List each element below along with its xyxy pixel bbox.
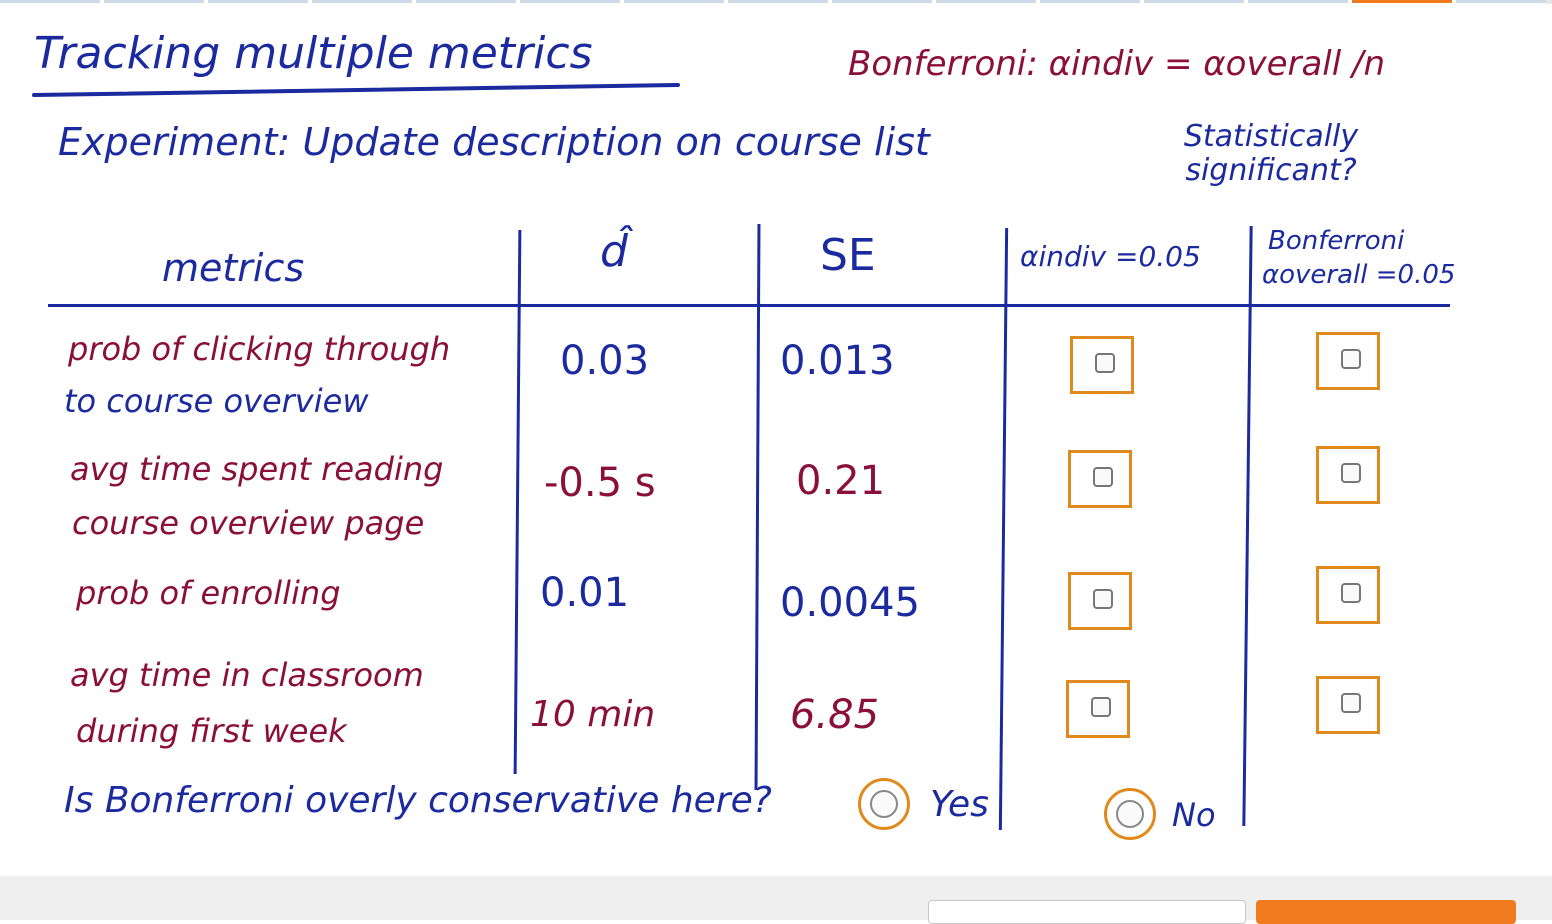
bonferroni-formula: Bonferroni: αindiv = αoverall /n bbox=[848, 44, 1386, 84]
column-divider bbox=[998, 228, 1009, 830]
radio-yes-input[interactable] bbox=[870, 790, 898, 818]
header-metrics: metrics bbox=[162, 246, 305, 290]
d-hat-row-4: 10 min bbox=[530, 694, 656, 735]
header-se: SE bbox=[820, 230, 876, 281]
progress-segment[interactable] bbox=[0, 0, 100, 3]
progress-segment[interactable] bbox=[104, 0, 204, 3]
checkbox-bonferroni-row-4[interactable] bbox=[1316, 676, 1380, 734]
progress-segment[interactable] bbox=[1144, 0, 1244, 3]
progress-segment[interactable] bbox=[936, 0, 1036, 3]
quiz-whiteboard: Tracking multiple metrics Bonferroni: αi… bbox=[0, 4, 1552, 876]
metric-row-3-line1: prob of enrolling bbox=[76, 574, 341, 612]
radio-no[interactable] bbox=[1104, 788, 1156, 840]
metric-row-4-line2: during first week bbox=[76, 712, 347, 750]
checkbox-bonferroni-row-4-input[interactable] bbox=[1341, 693, 1361, 713]
checkbox-indiv-row-3[interactable] bbox=[1068, 572, 1132, 630]
se-row-4: 6.85 bbox=[790, 692, 880, 738]
progress-segment[interactable] bbox=[832, 0, 932, 3]
checkbox-indiv-row-2[interactable] bbox=[1068, 450, 1132, 508]
progress-segment[interactable] bbox=[1248, 0, 1348, 3]
secondary-button[interactable] bbox=[928, 900, 1246, 924]
progress-segment-current[interactable] bbox=[1352, 0, 1452, 3]
checkbox-bonferroni-row-3-input[interactable] bbox=[1341, 583, 1361, 603]
checkbox-indiv-row-1-input[interactable] bbox=[1095, 353, 1115, 373]
se-row-1: 0.013 bbox=[780, 338, 895, 384]
checkbox-bonferroni-row-2-input[interactable] bbox=[1341, 463, 1361, 483]
d-hat-row-1: 0.03 bbox=[560, 338, 650, 384]
radio-yes[interactable] bbox=[858, 778, 910, 830]
header-bonferroni: Bonferroni bbox=[1268, 226, 1405, 256]
header-alpha-overall: αoverall =0.05 bbox=[1262, 260, 1456, 290]
checkbox-bonferroni-row-3[interactable] bbox=[1316, 566, 1380, 624]
column-divider bbox=[513, 229, 522, 775]
progress-segment[interactable] bbox=[1040, 0, 1140, 3]
radio-no-label: No bbox=[1172, 796, 1216, 834]
header-alpha-indiv: αindiv =0.05 bbox=[1020, 240, 1201, 273]
column-divider bbox=[1242, 226, 1253, 826]
title-underline bbox=[32, 82, 680, 98]
d-hat-row-2: -0.5 s bbox=[544, 460, 656, 506]
experiment-description: Experiment: Update description on course… bbox=[58, 120, 930, 164]
metric-row-1-line2: to course overview bbox=[64, 382, 369, 420]
se-row-3: 0.0045 bbox=[780, 580, 920, 626]
checkbox-indiv-row-2-input[interactable] bbox=[1093, 467, 1113, 487]
d-hat-row-3: 0.01 bbox=[540, 570, 630, 616]
checkbox-indiv-row-4[interactable] bbox=[1066, 680, 1130, 738]
checkbox-indiv-row-4-input[interactable] bbox=[1091, 697, 1111, 717]
radio-yes-label: Yes bbox=[930, 784, 989, 825]
checkbox-bonferroni-row-1-input[interactable] bbox=[1341, 349, 1361, 369]
progress-segment[interactable] bbox=[624, 0, 724, 3]
progress-segment[interactable] bbox=[312, 0, 412, 3]
checkbox-indiv-row-3-input[interactable] bbox=[1093, 589, 1113, 609]
conservative-question: Is Bonferroni overly conservative here? bbox=[64, 780, 772, 821]
significance-question: Statistically significant? bbox=[1183, 119, 1359, 188]
progress-segment[interactable] bbox=[1456, 0, 1546, 3]
metric-row-1-line1: prob of clicking through bbox=[68, 330, 451, 368]
radio-no-input[interactable] bbox=[1116, 800, 1144, 828]
progress-segment[interactable] bbox=[520, 0, 620, 3]
checkbox-bonferroni-row-1[interactable] bbox=[1316, 332, 1380, 390]
se-row-2: 0.21 bbox=[796, 458, 886, 504]
metric-row-4-line1: avg time in classroom bbox=[70, 656, 424, 694]
progress-segment[interactable] bbox=[416, 0, 516, 3]
column-divider bbox=[754, 223, 761, 791]
progress-segment[interactable] bbox=[728, 0, 828, 3]
board-title: Tracking multiple metrics bbox=[34, 28, 593, 79]
metric-row-2-line1: avg time spent reading bbox=[70, 450, 444, 488]
header-rule bbox=[48, 304, 1450, 307]
submit-button[interactable] bbox=[1256, 900, 1516, 924]
checkbox-bonferroni-row-2[interactable] bbox=[1316, 446, 1380, 504]
checkbox-indiv-row-1[interactable] bbox=[1070, 336, 1134, 394]
lesson-progress-bar bbox=[0, 0, 1552, 4]
progress-segment[interactable] bbox=[208, 0, 308, 3]
metric-row-2-line2: course overview page bbox=[72, 504, 425, 542]
header-d-hat: d̂ bbox=[600, 226, 628, 277]
